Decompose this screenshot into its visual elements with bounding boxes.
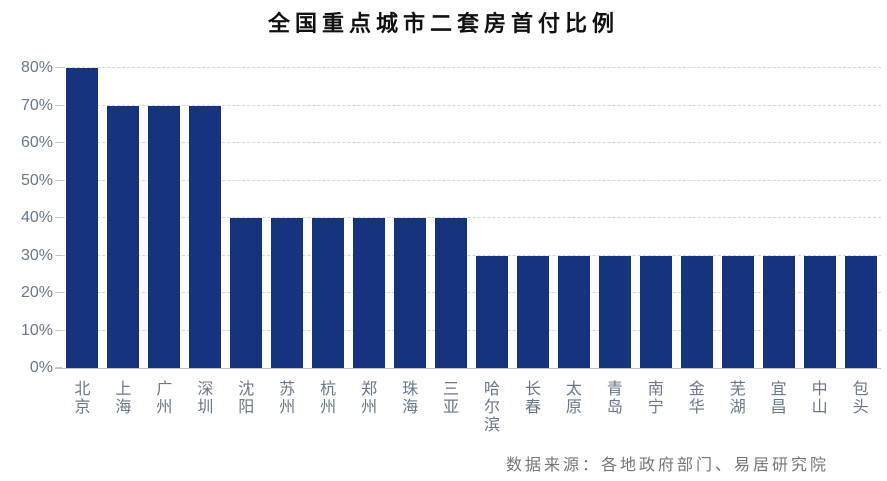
bar-slot: 芜湖 — [717, 68, 758, 416]
y-tick-label: 20% — [20, 284, 53, 301]
x-axis-label: 太原 — [565, 381, 582, 416]
x-axis-label: 广州 — [156, 381, 173, 416]
x-axis-label: 长春 — [524, 381, 541, 416]
y-tick-label: 30% — [20, 246, 53, 264]
bar-slot: 青岛 — [594, 68, 635, 416]
bar-slot: 哈尔滨 — [472, 68, 513, 434]
x-axis-label: 上海 — [115, 381, 132, 416]
bar-slot: 苏州 — [267, 68, 308, 416]
bar-slot: 杭州 — [308, 68, 349, 416]
bar — [394, 218, 427, 368]
bar — [598, 255, 631, 368]
y-axis-ticks — [55, 67, 62, 368]
chart-title: 全国重点城市二套房首付比例 — [267, 11, 619, 36]
x-axis-label: 金华 — [688, 381, 705, 416]
y-tick-label: 10% — [20, 321, 53, 339]
x-axis-label: 北京 — [74, 381, 91, 416]
bar — [680, 255, 713, 368]
gridline — [62, 67, 881, 68]
bar-slot: 金华 — [676, 68, 717, 416]
x-axis-label: 哈尔滨 — [483, 381, 501, 434]
bar-slot: 沈阳 — [226, 68, 267, 416]
y-tick-label: 50% — [20, 171, 53, 189]
x-axis-label: 芜湖 — [729, 381, 746, 416]
x-axis-label: 苏州 — [279, 381, 296, 416]
bar — [148, 105, 181, 368]
bar — [230, 218, 263, 368]
bar — [435, 218, 468, 368]
bars-container: 北京 上海 广州 深圳 沈阳 苏州 杭州 郑州 珠海 三亚 哈尔滨 长春 太原 青岛 南宁 金华 芜湖 宜昌 中山包… — [62, 68, 881, 434]
y-tick-label: 0% — [29, 359, 53, 376]
gridline — [62, 329, 881, 331]
bar-slot: 广州 — [144, 68, 185, 416]
plot-area: 北京 上海 广州 深圳 沈阳 苏州 杭州 郑州 珠海 三亚 哈尔滨 长春 太原 青岛 南宁 金华 芜湖 宜昌 中山包… — [55, 67, 881, 434]
tick-mark — [55, 217, 62, 218]
gridline — [62, 254, 881, 256]
y-tick-label: 80% — [20, 59, 53, 76]
x-axis-label: 中山 — [811, 381, 828, 416]
y-tick-label: 70% — [20, 96, 53, 114]
bar-slot: 长春 — [512, 68, 553, 416]
bar — [107, 105, 140, 368]
x-axis-label: 南宁 — [647, 381, 664, 416]
y-tick-label: 40% — [20, 209, 53, 226]
gridline — [62, 217, 881, 218]
x-axis-label: 杭州 — [320, 381, 337, 416]
bar-slot: 珠海 — [390, 68, 431, 416]
bar-slot: 宜昌 — [758, 68, 799, 416]
bar-slot: 南宁 — [635, 68, 676, 416]
bar — [557, 255, 590, 368]
bar — [844, 255, 877, 368]
tick-mark — [55, 292, 62, 293]
tick-mark — [55, 367, 62, 368]
bar — [271, 218, 304, 368]
x-axis-label: 包头 — [852, 381, 869, 416]
bar — [516, 255, 549, 368]
x-axis-label: 沈阳 — [238, 381, 255, 416]
bar-slot: 北京 — [62, 68, 103, 416]
x-axis-label: 郑州 — [361, 381, 378, 416]
gridline — [62, 179, 881, 181]
tick-mark — [55, 179, 62, 181]
bar — [66, 68, 99, 368]
gridline — [62, 292, 881, 293]
x-axis-line — [55, 368, 881, 369]
bar — [803, 255, 836, 368]
bar — [639, 255, 672, 368]
x-axis-label: 青岛 — [606, 381, 623, 416]
bar-slot: 太原 — [553, 68, 594, 416]
x-axis-label: 深圳 — [197, 381, 214, 416]
y-tick-label: 60% — [20, 134, 53, 151]
bar-slot: 包头 — [840, 68, 881, 416]
bar-slot: 中山 — [799, 68, 840, 416]
bar-slot: 三亚 — [431, 68, 472, 416]
tick-mark — [55, 254, 62, 256]
bar — [476, 255, 508, 368]
bar-slot: 深圳 — [185, 68, 226, 416]
tick-mark — [55, 329, 62, 331]
x-axis-label: 珠海 — [402, 381, 419, 416]
bar — [312, 218, 345, 368]
bar — [762, 255, 795, 368]
tick-mark — [55, 67, 62, 68]
bar — [353, 218, 386, 368]
source-note: 数据来源：各地政府部门、易居研究院 — [506, 457, 830, 474]
tick-mark — [55, 104, 62, 106]
x-axis-label: 宜昌 — [770, 381, 787, 416]
gridline — [62, 104, 881, 106]
bar-slot: 上海 — [103, 68, 144, 416]
y-axis: 0% 10% 20% 30% 40% 50% 60% 70% 80% — [0, 59, 53, 376]
gridline — [62, 142, 881, 143]
bar — [189, 105, 222, 368]
bar-slot: 郑州 — [349, 68, 390, 416]
x-axis-label: 三亚 — [443, 381, 460, 416]
bar — [721, 255, 754, 368]
tick-mark — [55, 142, 62, 143]
